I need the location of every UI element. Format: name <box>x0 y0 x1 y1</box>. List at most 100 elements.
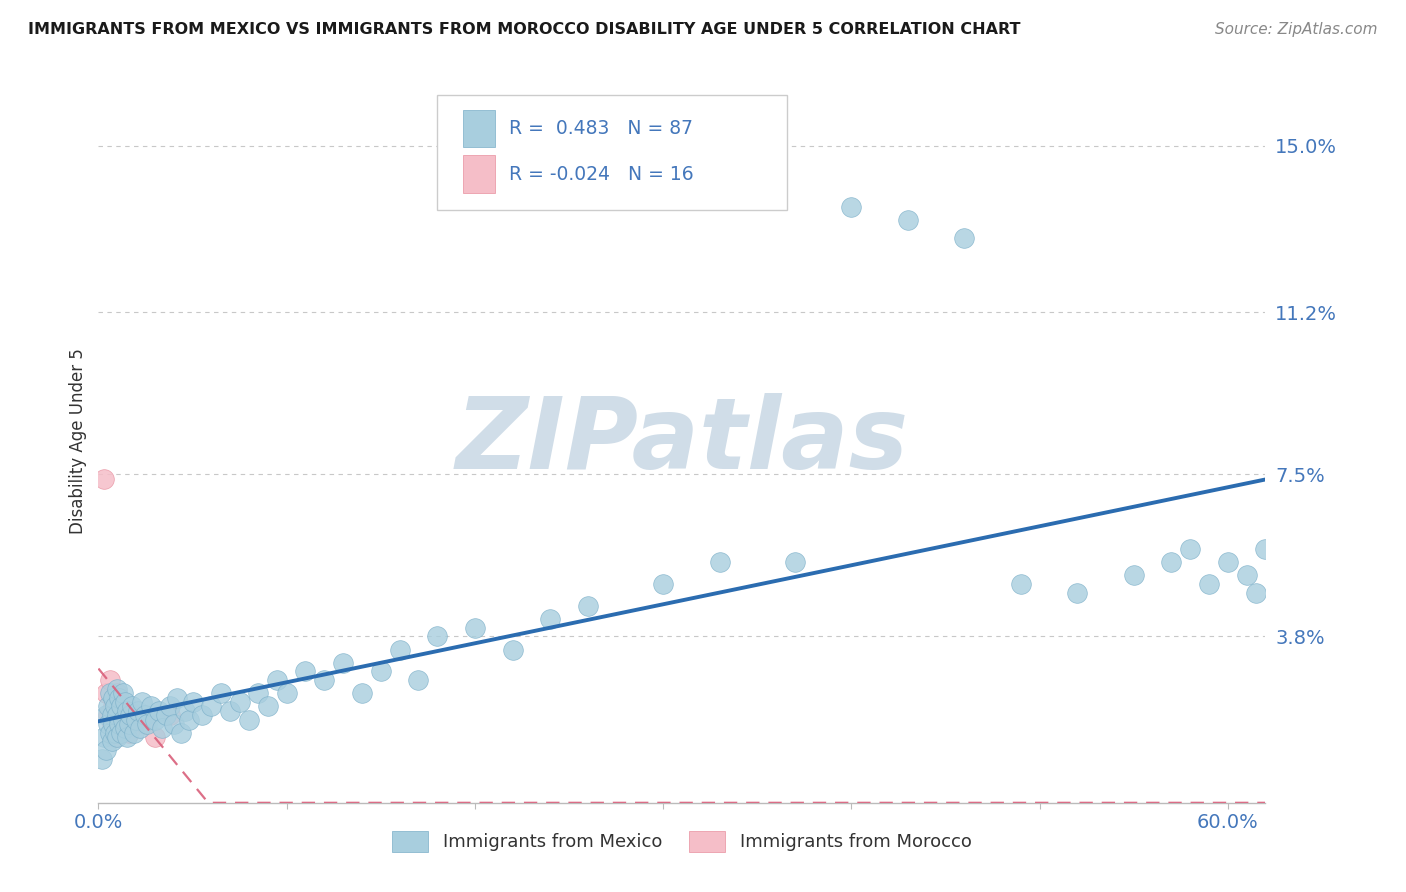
Point <box>370 665 392 679</box>
Point <box>104 730 127 744</box>
Point <box>181 695 204 709</box>
Point <box>105 681 128 696</box>
Point <box>134 708 156 723</box>
Point <box>115 730 138 744</box>
Point <box>105 708 128 723</box>
Point <box>110 717 132 731</box>
Point <box>159 708 181 723</box>
Point <box>98 725 121 739</box>
Point <box>219 704 242 718</box>
Point <box>139 699 162 714</box>
Point <box>98 673 121 688</box>
Point <box>117 717 139 731</box>
Point <box>576 599 599 613</box>
Text: ZIPatlas: ZIPatlas <box>456 393 908 490</box>
Point <box>110 725 132 739</box>
Text: IMMIGRANTS FROM MEXICO VS IMMIGRANTS FROM MOROCCO DISABILITY AGE UNDER 5 CORRELA: IMMIGRANTS FROM MEXICO VS IMMIGRANTS FRO… <box>28 22 1021 37</box>
Legend: Immigrants from Mexico, Immigrants from Morocco: Immigrants from Mexico, Immigrants from … <box>385 823 979 859</box>
Point <box>93 472 115 486</box>
Point <box>652 577 675 591</box>
Point <box>238 713 260 727</box>
Text: R =  0.483   N = 87: R = 0.483 N = 87 <box>509 120 693 138</box>
Point <box>120 708 142 723</box>
Point <box>103 717 125 731</box>
Point <box>1198 577 1220 591</box>
Point <box>100 734 122 748</box>
Point <box>839 200 862 214</box>
Point <box>191 708 214 723</box>
Point <box>209 686 232 700</box>
Text: R = -0.024   N = 16: R = -0.024 N = 16 <box>509 165 693 184</box>
Point <box>350 686 373 700</box>
Point <box>159 699 181 714</box>
Point <box>953 231 976 245</box>
Point <box>426 629 449 643</box>
Point <box>125 713 148 727</box>
Point <box>143 730 166 744</box>
Point <box>91 752 114 766</box>
Point <box>136 717 159 731</box>
Point <box>143 713 166 727</box>
Point <box>256 699 278 714</box>
Point <box>464 621 486 635</box>
Point <box>1244 585 1267 599</box>
Point <box>111 686 134 700</box>
Point <box>709 555 731 569</box>
Point <box>128 722 150 736</box>
Point <box>155 708 177 723</box>
Point <box>1160 555 1182 569</box>
FancyBboxPatch shape <box>463 155 495 193</box>
Point <box>97 708 120 723</box>
Point <box>228 695 250 709</box>
Point <box>332 656 354 670</box>
Point <box>100 717 122 731</box>
Point <box>97 717 120 731</box>
Point <box>1236 568 1258 582</box>
Point <box>108 690 131 705</box>
Point <box>783 555 806 569</box>
Point <box>114 695 136 709</box>
Point <box>538 612 561 626</box>
Point <box>98 686 121 700</box>
Point <box>200 699 222 714</box>
Y-axis label: Disability Age Under 5: Disability Age Under 5 <box>69 349 87 534</box>
Point <box>122 725 145 739</box>
FancyBboxPatch shape <box>463 110 495 147</box>
Point <box>100 708 122 723</box>
Point <box>111 713 134 727</box>
Point <box>897 213 920 227</box>
Point <box>1010 577 1032 591</box>
Point <box>152 722 174 736</box>
Point <box>108 717 131 731</box>
Point <box>166 690 188 705</box>
Point <box>174 704 197 718</box>
Point <box>276 686 298 700</box>
Point <box>94 708 117 723</box>
Point <box>110 699 132 714</box>
Text: Source: ZipAtlas.com: Source: ZipAtlas.com <box>1215 22 1378 37</box>
Point <box>1216 555 1239 569</box>
Point <box>115 704 138 718</box>
Point <box>388 642 411 657</box>
Point <box>134 717 156 731</box>
Point <box>114 699 136 714</box>
Point <box>170 725 193 739</box>
Point <box>104 725 127 739</box>
Point <box>163 717 186 731</box>
Point <box>93 730 115 744</box>
Point <box>125 708 148 723</box>
Point <box>103 690 125 705</box>
Point <box>1178 541 1201 556</box>
Point <box>294 665 316 679</box>
FancyBboxPatch shape <box>437 95 787 211</box>
Point <box>148 704 170 718</box>
Point <box>131 695 153 709</box>
Point <box>94 686 117 700</box>
Point <box>121 699 143 714</box>
Point <box>177 713 200 727</box>
Point <box>117 725 139 739</box>
Point <box>127 704 149 718</box>
Point <box>97 699 120 714</box>
Point <box>314 673 336 688</box>
Point <box>105 730 128 744</box>
